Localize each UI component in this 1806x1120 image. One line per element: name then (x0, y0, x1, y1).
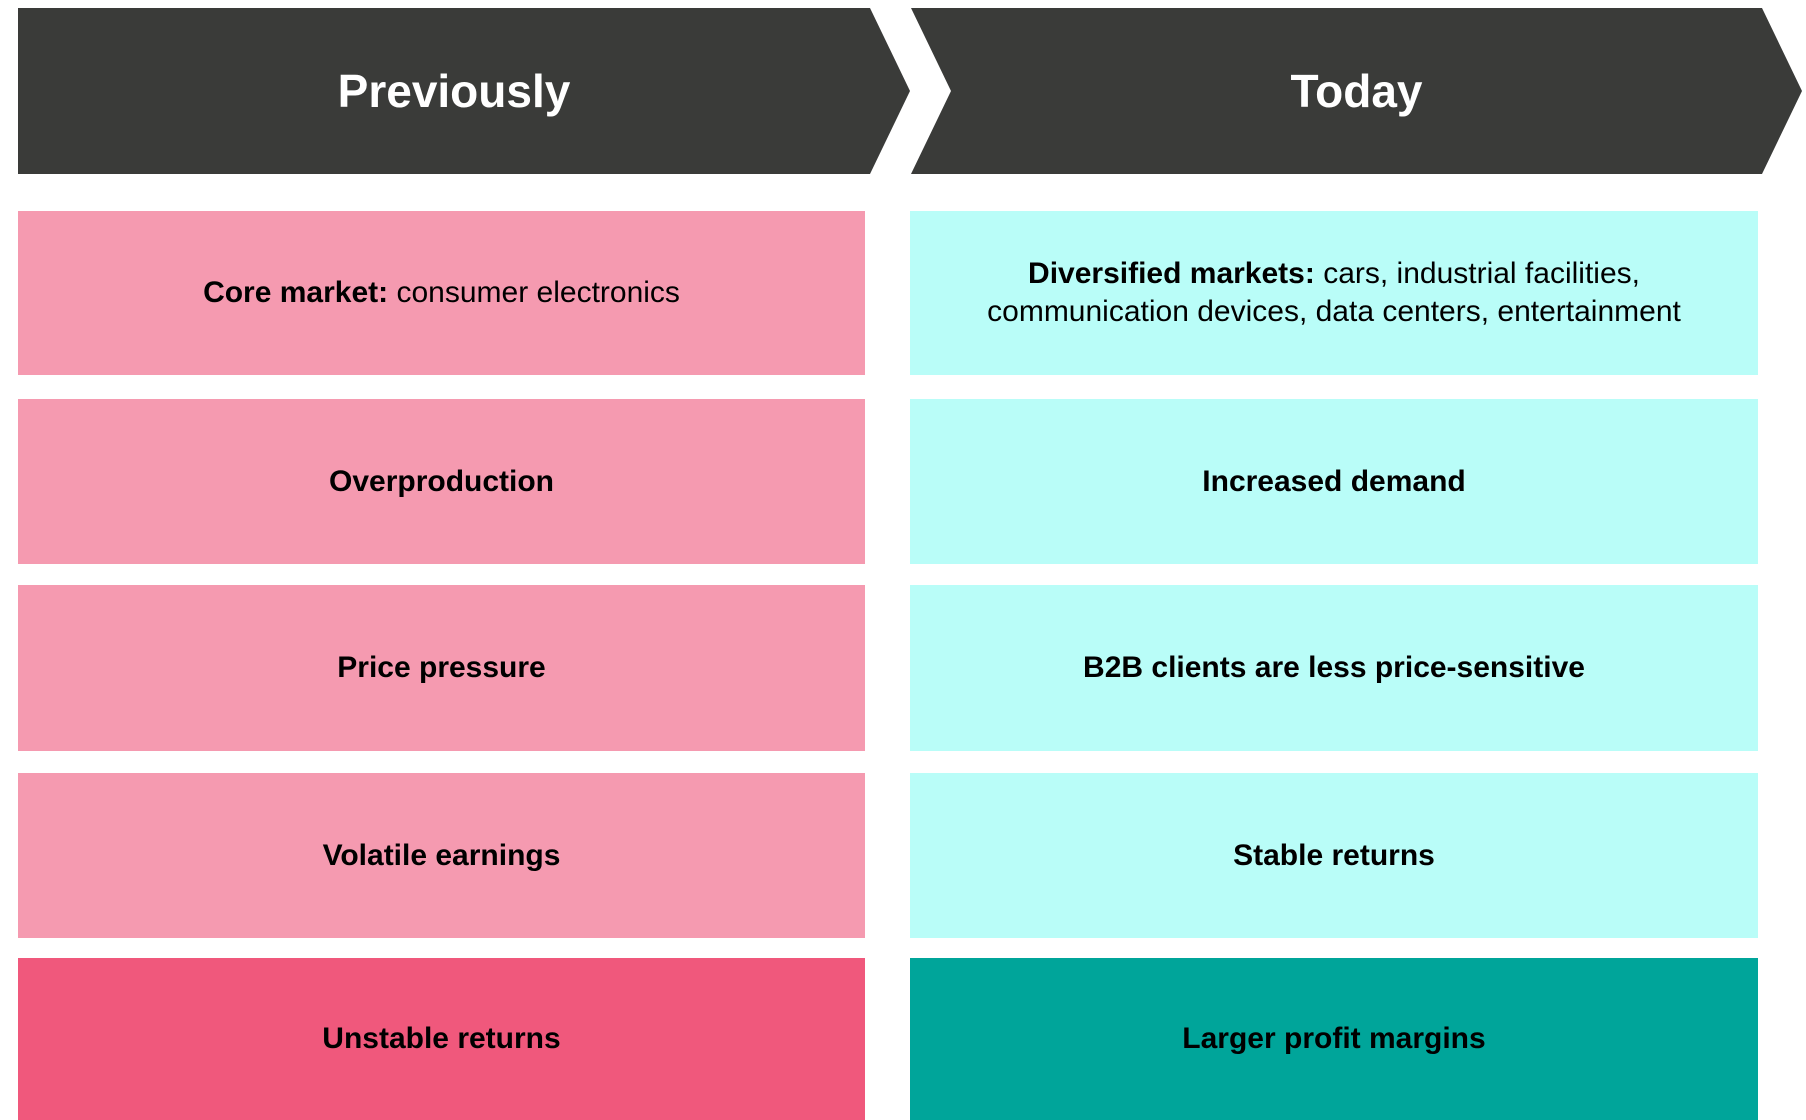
column-title: Previously (337, 65, 571, 117)
row-box: Diversified markets: cars, industrial fa… (910, 211, 1758, 375)
row-text: B2B clients are less price-sensitive (1083, 649, 1585, 687)
row-label: Price pressure (337, 651, 546, 684)
row-box: Stable returns (910, 773, 1758, 938)
row-box: Larger profit margins (910, 958, 1758, 1120)
row-box: Unstable returns (18, 958, 865, 1120)
row-label: Volatile earnings (322, 838, 561, 872)
row-text: Core market: consumer electronics (203, 274, 680, 312)
row-detail: cars, industrial facilities, communicati… (987, 257, 1681, 328)
row-detail: consumer electronics (396, 276, 680, 309)
row-label: Unstable returns (322, 1022, 561, 1055)
row-text: Overproduction (329, 463, 554, 501)
row-label: Core market: (203, 276, 389, 309)
row-text: Unstable returns (322, 1020, 560, 1058)
row-text: Increased demand (1202, 463, 1465, 501)
row-box: Overproduction (18, 399, 865, 564)
row-text: Stable returns (1233, 837, 1435, 875)
row-box: Core market: consumer electronics (18, 211, 865, 375)
row-label: B2B clients are less price-sensitive (1083, 651, 1585, 684)
header-chevrons (18, 8, 1802, 174)
row-box: Volatile earnings (18, 773, 865, 938)
row-box: Increased demand (910, 399, 1758, 564)
chevron-today (911, 8, 1802, 174)
row-text: Larger profit margins (1182, 1020, 1485, 1058)
row-label: Stable returns (1233, 838, 1435, 872)
row-label: Diversified markets: (1028, 257, 1315, 290)
chevron-previously (18, 8, 910, 174)
row-box: B2B clients are less price-sensitive (910, 585, 1758, 751)
row-text: Volatile earnings (323, 837, 561, 875)
row-text: Price pressure (337, 649, 545, 687)
row-label: Larger profit margins (1182, 1022, 1486, 1055)
row-label: Overproduction (328, 464, 554, 498)
column-title: Today (1290, 65, 1423, 117)
row-label: Increased demand (1202, 464, 1466, 498)
row-text: Diversified markets: cars, industrial fa… (954, 255, 1714, 331)
row-box: Price pressure (18, 585, 865, 751)
